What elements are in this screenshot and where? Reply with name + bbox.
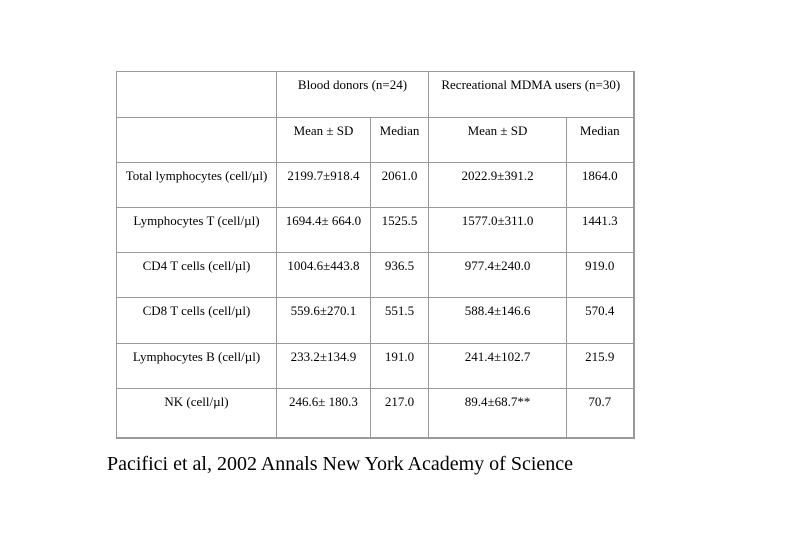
cell-mdma-mean-sd: 89.4±68.7** (428, 388, 568, 439)
citation-caption: Pacifici et al, 2002 Annals New York Aca… (107, 453, 574, 475)
cell-blood-median: 936.5 (369, 252, 430, 298)
row-label: CD8 T cells (cell/µl) (116, 297, 277, 344)
cell-blood-median: 191.0 (369, 343, 430, 389)
table-row-column-headers: Mean ± SD Median Mean ± SD Median (116, 117, 635, 163)
group-header-blood-donors: Blood donors (n=24) (275, 71, 430, 118)
cell-mdma-mean-sd: 1577.0±311.0 (428, 207, 568, 253)
column-header-mdma-median: Median (566, 117, 635, 163)
table-row-cd4-t-cells: CD4 T cells (cell/µl) 1004.6±443.8 936.5… (116, 252, 635, 298)
table-row-cd8-t-cells: CD8 T cells (cell/µl) 559.6±270.1 551.5 … (116, 297, 635, 344)
cell-blood-mean-sd: 2199.7±918.4 (276, 162, 371, 208)
corner-empty-cell (116, 117, 277, 163)
row-label: Lymphocytes T (cell/µl) (116, 207, 277, 253)
cell-mdma-median: 570.4 (566, 297, 635, 344)
cell-mdma-median: 919.0 (566, 252, 635, 298)
cell-mdma-mean-sd: 241.4±102.7 (428, 343, 568, 389)
cell-mdma-mean-sd: 588.4±146.6 (428, 297, 568, 344)
row-label: Lymphocytes B (cell/µl) (116, 343, 277, 389)
table-row-group-headers: Blood donors (n=24) Recreational MDMA us… (116, 71, 635, 118)
cell-mdma-median: 70.7 (566, 388, 635, 439)
cell-blood-mean-sd: 1694.4± 664.0 (276, 207, 371, 253)
table-row-lymphocytes-b: Lymphocytes B (cell/µl) 233.2±134.9 191.… (116, 343, 635, 389)
cell-blood-mean-sd: 246.6± 180.3 (276, 388, 371, 439)
cell-mdma-median: 215.9 (566, 343, 635, 389)
cell-mdma-median: 1441.3 (566, 207, 635, 253)
cell-blood-mean-sd: 1004.6±443.8 (276, 252, 371, 298)
column-header-blood-median: Median (369, 117, 430, 163)
group-header-mdma-users: Recreational MDMA users (n=30) (428, 71, 635, 118)
cell-blood-median: 551.5 (369, 297, 430, 344)
row-label: NK (cell/µl) (116, 388, 277, 439)
lymphocyte-subsets-table: Blood donors (n=24) Recreational MDMA us… (116, 71, 635, 439)
column-header-blood-mean-sd: Mean ± SD (276, 117, 371, 163)
cell-mdma-median: 1864.0 (566, 162, 635, 208)
table-row-total-lymphocytes: Total lymphocytes (cell/µl) 2199.7±918.4… (116, 162, 635, 208)
cell-blood-mean-sd: 233.2±134.9 (276, 343, 371, 389)
corner-empty-cell (116, 71, 277, 118)
cell-mdma-mean-sd: 977.4±240.0 (428, 252, 568, 298)
row-label: Total lymphocytes (cell/µl) (116, 162, 277, 208)
table-row-lymphocytes-t: Lymphocytes T (cell/µl) 1694.4± 664.0 15… (116, 207, 635, 253)
table-row-nk-cells: NK (cell/µl) 246.6± 180.3 217.0 89.4±68.… (116, 388, 635, 439)
cell-blood-median: 2061.0 (369, 162, 430, 208)
cell-blood-median: 217.0 (369, 388, 430, 439)
cell-blood-mean-sd: 559.6±270.1 (276, 297, 371, 344)
row-label: CD4 T cells (cell/µl) (116, 252, 277, 298)
cell-mdma-mean-sd: 2022.9±391.2 (428, 162, 568, 208)
cell-blood-median: 1525.5 (369, 207, 430, 253)
column-header-mdma-mean-sd: Mean ± SD (428, 117, 568, 163)
